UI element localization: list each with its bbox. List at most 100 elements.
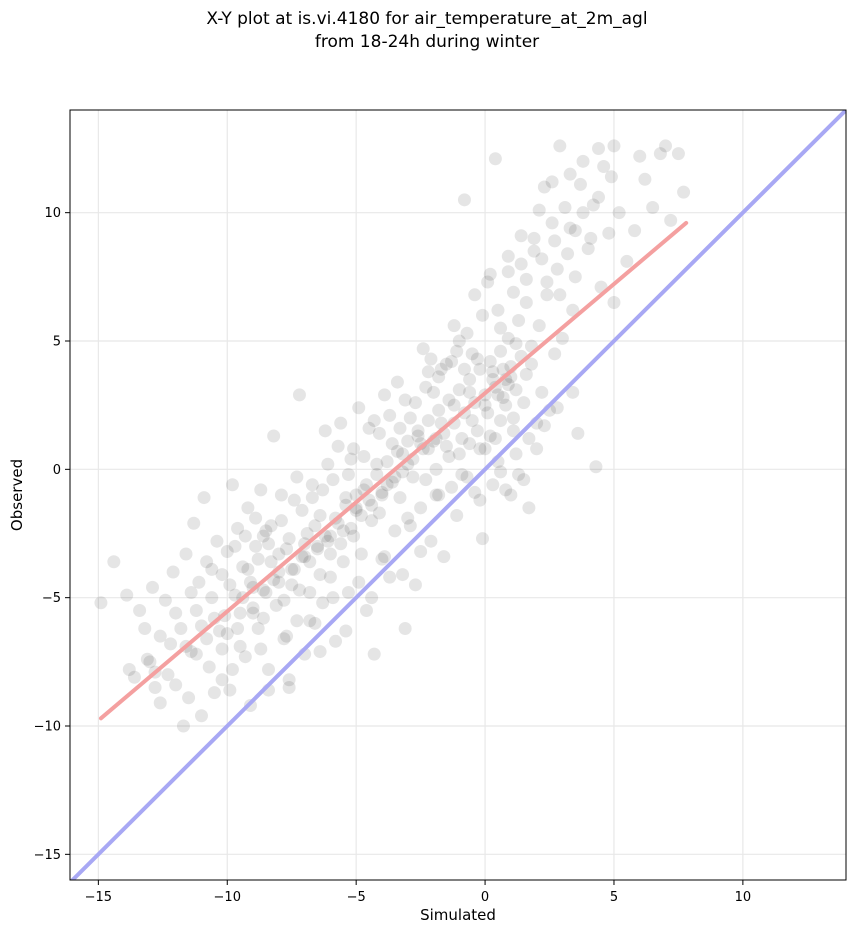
data-point	[452, 334, 466, 348]
data-point	[262, 537, 276, 551]
data-point	[362, 421, 376, 435]
data-point	[292, 583, 306, 597]
data-point	[176, 719, 190, 733]
data-point	[483, 355, 497, 369]
data-point	[563, 221, 577, 235]
data-point	[488, 152, 502, 166]
data-point	[501, 331, 515, 345]
data-point	[401, 511, 415, 525]
data-point	[597, 159, 611, 173]
data-point	[555, 331, 569, 345]
data-point	[228, 588, 242, 602]
data-point	[561, 247, 575, 261]
data-point	[501, 249, 515, 263]
data-point	[334, 537, 348, 551]
data-point	[238, 529, 252, 543]
data-point	[378, 388, 392, 402]
data-point	[509, 337, 523, 351]
data-point	[169, 678, 183, 692]
data-point	[207, 686, 221, 700]
data-point	[475, 308, 489, 322]
data-point	[228, 539, 242, 553]
data-point	[646, 201, 660, 215]
data-point	[612, 206, 626, 220]
data-point	[548, 347, 562, 361]
data-point	[478, 398, 492, 412]
data-point	[509, 447, 523, 461]
data-point	[463, 437, 477, 451]
data-point	[292, 388, 306, 402]
data-point	[530, 442, 544, 456]
data-point	[548, 234, 562, 248]
data-point	[310, 539, 324, 553]
data-point	[246, 606, 260, 620]
data-point	[334, 416, 348, 430]
data-point	[463, 385, 477, 399]
data-point	[506, 285, 520, 299]
data-point	[282, 673, 296, 687]
data-point	[313, 509, 327, 523]
data-point	[553, 288, 567, 302]
data-point	[620, 254, 634, 268]
data-point	[316, 483, 330, 497]
data-point	[367, 414, 381, 428]
data-point	[522, 501, 536, 515]
data-point	[452, 447, 466, 461]
data-point	[408, 396, 422, 410]
data-point	[323, 529, 337, 543]
data-point	[352, 401, 366, 415]
data-point	[272, 547, 286, 561]
data-point	[633, 149, 647, 163]
data-point	[285, 578, 299, 592]
data-point	[545, 216, 559, 230]
data-point	[506, 411, 520, 425]
data-point	[341, 467, 355, 481]
x-tick-label: 5	[610, 890, 618, 905]
data-point	[336, 555, 350, 569]
data-point	[375, 485, 389, 499]
data-point	[264, 555, 278, 569]
data-point	[501, 378, 515, 392]
data-point	[592, 190, 606, 204]
data-point	[463, 373, 477, 386]
data-point	[468, 288, 482, 302]
data-point	[390, 444, 404, 458]
data-point	[401, 434, 415, 448]
data-point	[164, 637, 178, 651]
data-point	[210, 534, 224, 548]
data-point	[310, 542, 324, 556]
data-point	[383, 570, 397, 584]
data-point	[527, 231, 541, 245]
regression-line	[98, 220, 689, 721]
data-point	[558, 201, 572, 215]
one-to-one-line	[70, 110, 846, 880]
data-point	[365, 498, 379, 512]
data-point	[478, 442, 492, 456]
data-point	[205, 562, 219, 576]
data-point	[347, 442, 361, 456]
data-point	[220, 627, 234, 641]
data-point	[215, 673, 229, 687]
data-point	[122, 663, 136, 677]
data-point	[540, 275, 554, 289]
data-point	[184, 645, 198, 659]
data-point	[254, 483, 268, 497]
data-point	[586, 198, 600, 212]
data-point	[264, 519, 278, 533]
data-point	[365, 591, 379, 605]
data-point	[628, 224, 642, 238]
data-point	[362, 493, 376, 507]
data-point	[153, 696, 167, 710]
data-point	[519, 367, 533, 381]
data-point	[607, 139, 621, 153]
data-point	[432, 488, 446, 502]
data-point	[581, 242, 595, 256]
data-point	[313, 645, 327, 659]
data-point	[375, 488, 389, 502]
data-point	[535, 252, 549, 266]
data-point	[488, 432, 502, 446]
data-point	[664, 213, 678, 227]
data-point	[354, 547, 368, 561]
data-point	[589, 460, 603, 474]
